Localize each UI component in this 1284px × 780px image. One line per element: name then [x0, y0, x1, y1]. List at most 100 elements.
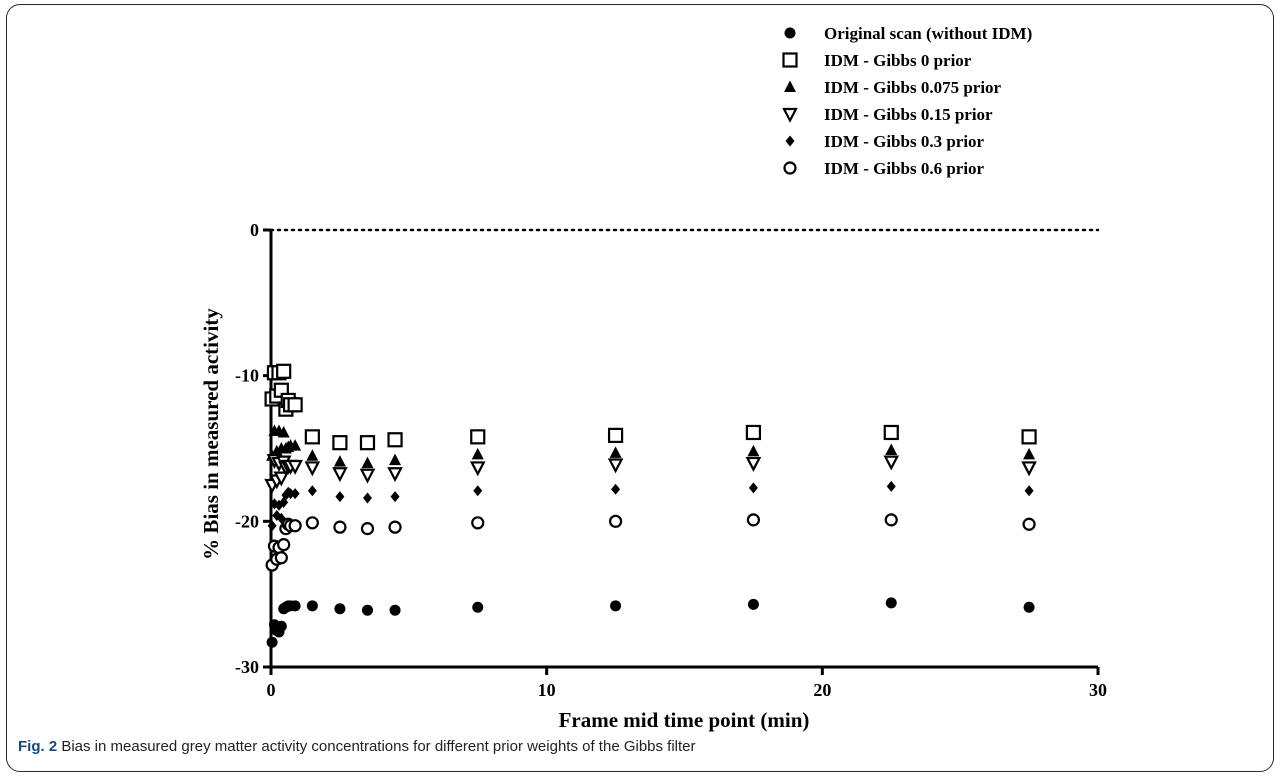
data-point — [388, 520, 402, 534]
data-point — [306, 449, 319, 461]
data-point — [1023, 447, 1036, 460]
legend-marker — [782, 52, 798, 68]
series-2 — [264, 363, 1037, 451]
data-point — [333, 455, 346, 467]
series-5 — [267, 480, 1034, 532]
data-point — [333, 520, 347, 534]
data-point — [387, 432, 403, 448]
data-point — [277, 538, 291, 552]
data-point — [471, 516, 485, 530]
series-3 — [266, 424, 1036, 469]
data-point — [361, 604, 373, 616]
x-tick-label: 30 — [1089, 680, 1107, 700]
data-point — [275, 620, 287, 632]
data-point — [277, 425, 290, 438]
data-point — [362, 492, 372, 504]
data-point — [270, 444, 283, 457]
data-point — [361, 456, 374, 469]
data-point — [471, 447, 484, 460]
legend-label: IDM - Gibbs 0.6 prior — [824, 159, 985, 178]
data-point — [266, 636, 278, 648]
data-point — [334, 603, 346, 615]
data-point — [290, 488, 300, 500]
data-point — [883, 424, 899, 441]
data-point — [274, 551, 288, 565]
x-tick-label: 10 — [538, 680, 556, 700]
legend-marker — [785, 135, 795, 147]
data-point — [609, 446, 622, 458]
data-point — [359, 435, 376, 451]
data-point — [390, 491, 400, 503]
data-point — [273, 471, 290, 487]
data-point — [389, 604, 401, 616]
data-point — [472, 601, 484, 613]
data-point — [746, 513, 761, 527]
tick-layer: 0 10 20 30 0 -10 -20 -30 — [235, 220, 1107, 700]
legend-marker — [784, 27, 796, 39]
y-axis-title: % Bias in measured activity — [199, 308, 223, 560]
data-point — [885, 443, 898, 455]
chart-axes — [269, 230, 1098, 669]
caption-text: Bias in measured grey matter activity co… — [57, 738, 696, 755]
data-point — [1023, 601, 1035, 613]
y-tick-label: 0 — [250, 220, 259, 240]
data-point — [745, 424, 762, 441]
data-point — [747, 598, 759, 610]
data-point — [470, 429, 486, 445]
data-point — [267, 520, 277, 532]
legend-marker — [783, 161, 797, 175]
data-point — [307, 485, 317, 497]
data-point — [306, 600, 318, 612]
data-point — [884, 513, 898, 527]
data-point — [289, 600, 301, 612]
data-point — [305, 516, 319, 530]
legend-label: IDM - Gibbs 0.15 prior — [824, 105, 993, 124]
data-point — [332, 467, 348, 483]
data-point — [1021, 429, 1037, 445]
figure-caption: Fig. 2 Bias in measured grey matter acti… — [18, 738, 1258, 755]
series-1 — [266, 597, 1035, 648]
data-point — [1024, 485, 1034, 497]
data-point — [387, 467, 403, 483]
data-point — [304, 461, 321, 477]
legend-label: IDM - Gibbs 0.3 prior — [824, 132, 985, 151]
data-point — [883, 455, 900, 471]
legend-marker — [782, 107, 798, 123]
data-point — [607, 458, 624, 474]
data-marks-layer — [264, 363, 1037, 648]
data-point — [608, 514, 623, 528]
series-6 — [265, 513, 1036, 572]
legend-label: Original scan (without IDM) — [824, 24, 1032, 43]
data-point — [332, 435, 348, 451]
caption-label: Fig. 2 — [18, 738, 58, 755]
y-tick-label: -10 — [235, 366, 259, 386]
y-tick-label: -30 — [235, 657, 259, 677]
data-point — [287, 459, 303, 475]
data-point — [885, 597, 897, 609]
data-point — [1022, 517, 1036, 531]
x-tick-label: 20 — [813, 680, 831, 700]
data-point — [611, 483, 621, 495]
series-4 — [264, 454, 1037, 494]
data-point — [610, 600, 622, 612]
data-point — [886, 480, 896, 492]
data-point — [335, 491, 345, 503]
data-point — [289, 439, 302, 451]
data-point — [359, 468, 376, 484]
x-axis-title: Frame mid time point (min) — [559, 708, 810, 732]
data-point — [473, 485, 483, 497]
data-point — [747, 444, 760, 457]
data-point — [748, 482, 758, 494]
data-point — [288, 519, 302, 533]
legend-label: IDM - Gibbs 0.075 prior — [824, 78, 1002, 97]
x-tick-label: 0 — [267, 680, 276, 700]
data-point — [745, 456, 762, 472]
data-point — [286, 488, 296, 500]
data-point — [360, 522, 375, 536]
data-point — [469, 461, 486, 477]
figure-frame — [6, 4, 1274, 772]
data-point — [1021, 461, 1037, 477]
data-point — [276, 363, 292, 379]
legend-label: IDM - Gibbs 0 prior — [824, 51, 972, 70]
